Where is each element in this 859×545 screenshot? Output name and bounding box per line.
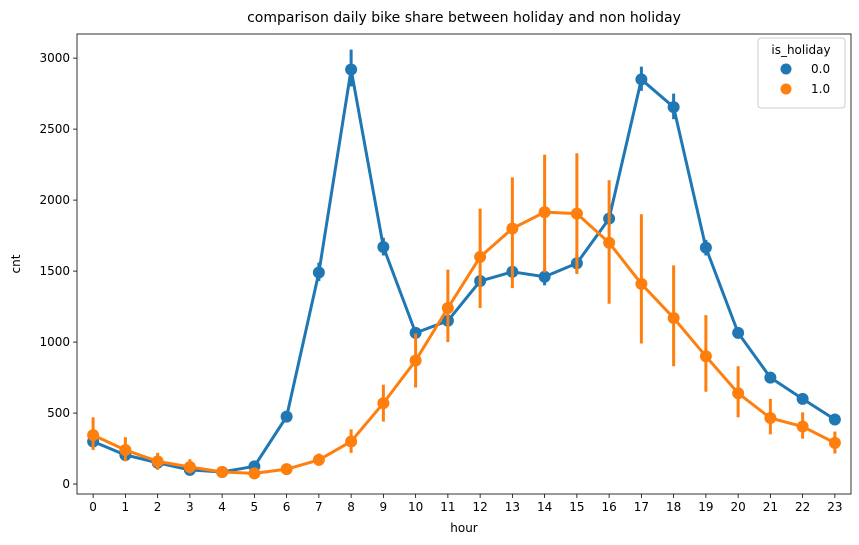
x-tick-label: 20 <box>730 500 745 514</box>
y-tick-label: 2000 <box>39 193 70 207</box>
data-point <box>151 455 164 468</box>
legend-marker <box>780 63 792 75</box>
data-point <box>538 206 551 219</box>
data-point <box>828 413 841 426</box>
data-point <box>699 350 712 363</box>
legend-label: 0.0 <box>811 62 830 76</box>
x-tick-label: 19 <box>698 500 713 514</box>
data-point <box>345 63 358 76</box>
x-tick-label: 15 <box>569 500 584 514</box>
x-tick-label: 7 <box>315 500 323 514</box>
legend: is_holiday 0.0 1.0 <box>757 37 846 109</box>
x-tick-label: 16 <box>601 500 616 514</box>
x-tick-label: 8 <box>347 500 355 514</box>
data-point <box>732 326 745 339</box>
x-axis: 0 1 2 3 4 5 6 7 8 9 10 11 12 13 14 15 16 17 18 19 20 21 22 23 <box>89 494 843 514</box>
data-point <box>441 302 454 315</box>
chart-title: comparison daily bike share between holi… <box>247 10 681 26</box>
x-tick-label: 0 <box>89 500 97 514</box>
data-point <box>796 392 809 405</box>
y-axis-label: cnt <box>9 254 23 273</box>
x-tick-label: 2 <box>154 500 162 514</box>
legend-marker <box>780 83 792 95</box>
x-tick-label: 5 <box>251 500 259 514</box>
data-point <box>280 410 293 423</box>
y-tick-label: 3000 <box>39 51 70 65</box>
x-tick-label: 21 <box>763 500 778 514</box>
series-0.0 <box>87 49 841 478</box>
data-point <box>667 101 680 114</box>
series-line <box>92 210 836 475</box>
y-tick-label: 0 <box>62 477 70 491</box>
data-point <box>699 241 712 254</box>
plot-area <box>87 49 841 480</box>
data-point <box>87 429 100 442</box>
x-tick-label: 23 <box>827 500 842 514</box>
data-point <box>570 207 583 220</box>
data-point <box>635 73 648 86</box>
series-1.0 <box>87 153 841 480</box>
y-tick-label: 2500 <box>39 122 70 136</box>
x-tick-label: 13 <box>505 500 520 514</box>
data-point <box>377 397 390 410</box>
y-tick-label: 1000 <box>39 335 70 349</box>
x-tick-label: 11 <box>440 500 455 514</box>
x-tick-label: 12 <box>472 500 487 514</box>
x-tick-label: 3 <box>186 500 194 514</box>
x-tick-label: 10 <box>408 500 423 514</box>
data-point <box>183 461 196 474</box>
series-line <box>92 67 836 474</box>
data-point <box>409 326 422 339</box>
data-point <box>280 463 293 476</box>
data-point <box>732 387 745 400</box>
x-tick-label: 4 <box>218 500 226 514</box>
x-tick-label: 17 <box>634 500 649 514</box>
data-point <box>667 311 680 324</box>
data-point <box>506 222 519 235</box>
data-point <box>635 277 648 290</box>
data-point <box>764 371 777 384</box>
x-tick-label: 6 <box>283 500 291 514</box>
legend-title: is_holiday <box>771 43 830 57</box>
legend-frame <box>757 37 846 109</box>
data-point <box>796 420 809 433</box>
data-point <box>119 443 132 456</box>
plot-frame <box>76 33 852 495</box>
data-point <box>538 270 551 283</box>
x-tick-label: 9 <box>380 500 388 514</box>
data-point <box>764 412 777 425</box>
data-point <box>312 266 325 279</box>
data-point <box>603 236 616 249</box>
data-point <box>345 435 358 448</box>
x-axis-label: hour <box>450 521 478 535</box>
x-tick-label: 18 <box>666 500 681 514</box>
y-tick-label: 500 <box>47 406 70 420</box>
x-tick-label: 14 <box>537 500 552 514</box>
x-tick-label: 1 <box>122 500 130 514</box>
data-point <box>409 354 422 367</box>
data-point <box>216 465 229 478</box>
y-tick-label: 1500 <box>39 264 70 278</box>
data-point <box>312 453 325 466</box>
data-point <box>828 436 841 449</box>
data-point <box>474 250 487 263</box>
y-axis: 0 500 1000 1500 2000 2500 3000 <box>39 51 77 491</box>
data-point <box>377 240 390 253</box>
data-point <box>248 467 261 480</box>
x-tick-label: 22 <box>795 500 810 514</box>
legend-label: 1.0 <box>811 82 830 96</box>
